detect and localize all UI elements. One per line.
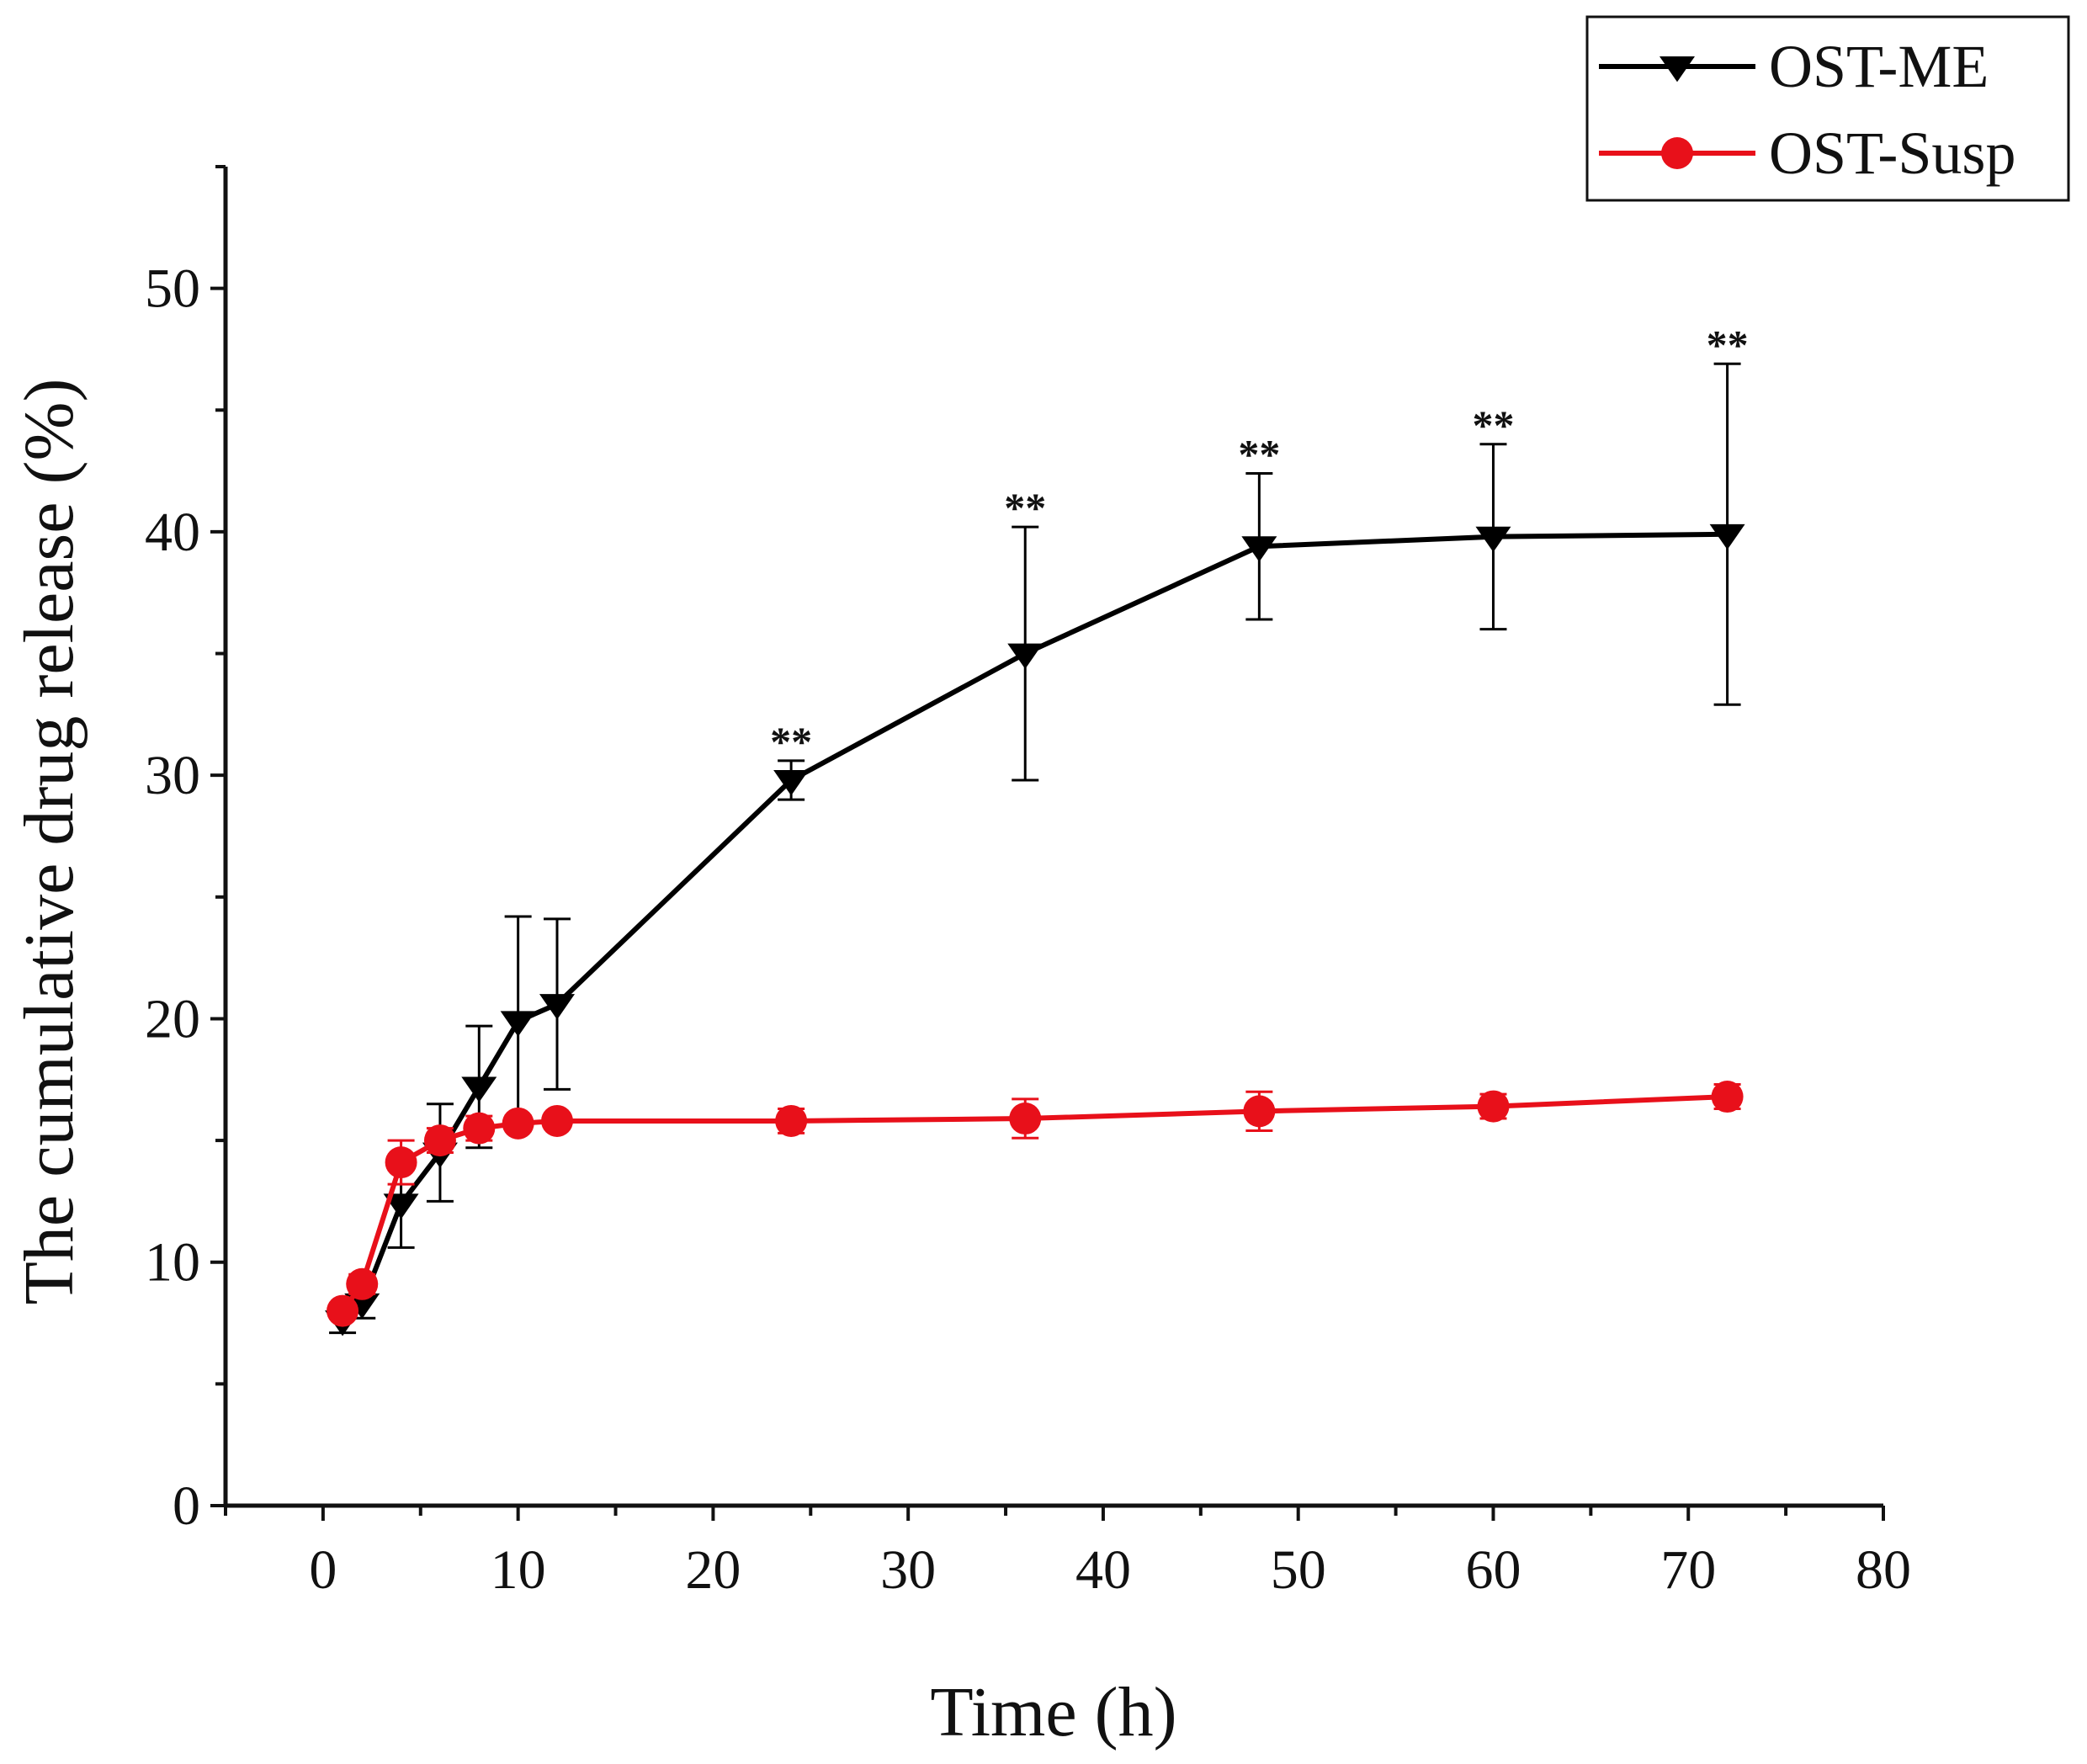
significance-label: **: [1004, 484, 1046, 531]
significance-label: **: [1707, 321, 1749, 368]
data-point: [1477, 1090, 1510, 1123]
x-tick-label: 80: [1856, 1539, 1911, 1601]
x-tick-label: 70: [1660, 1539, 1716, 1601]
data-point: [539, 994, 575, 1020]
data-point: [773, 769, 810, 796]
data-point: [541, 1104, 573, 1137]
y-axis-title: The cumulative drug release (%): [10, 379, 88, 1305]
data-point: [1711, 1081, 1744, 1113]
data-point: [775, 1104, 808, 1137]
y-tick-label: 20: [145, 988, 200, 1049]
y-tick-label: 50: [145, 258, 200, 320]
x-tick-label: 10: [491, 1539, 546, 1601]
y-tick-label: 30: [145, 745, 200, 806]
series-ost-susp: [327, 1081, 1744, 1327]
data-point: [463, 1112, 496, 1145]
legend-label-ost-susp: OST-Susp: [1769, 120, 2015, 187]
x-tick-label: 30: [880, 1539, 936, 1601]
x-tick-label: 40: [1075, 1539, 1131, 1601]
legend-marker-ost-susp: [1661, 137, 1693, 169]
series-ost-me: [325, 362, 1745, 1336]
data-point: [502, 1107, 534, 1140]
x-tick-label: 0: [309, 1539, 337, 1601]
axes: 0 10 20 30 40 50 60 70 80 0 10 20 30 40 50: [145, 165, 1911, 1601]
series-line: [340, 1094, 1728, 1313]
significance-label: **: [1472, 401, 1514, 449]
data-point: [385, 1146, 417, 1179]
y-tick-label: 0: [173, 1475, 200, 1537]
data-point: [1709, 523, 1745, 550]
legend-label-ost-me: OST-ME: [1769, 33, 1989, 100]
data-point: [327, 1294, 359, 1327]
data-point: [1243, 1095, 1276, 1128]
data-point: [500, 1011, 536, 1037]
data-point: [346, 1267, 379, 1300]
series-layer: [325, 362, 1745, 1336]
data-point: [383, 1193, 419, 1219]
legend: OST-ME OST-Susp: [1585, 15, 2070, 202]
data-point: [1241, 536, 1277, 562]
x-axis-title: Time (h): [930, 1673, 1176, 1751]
significance-label: **: [770, 718, 812, 765]
x-tick-label: 50: [1271, 1539, 1326, 1601]
x-tick-label: 20: [685, 1539, 741, 1601]
data-point: [423, 1124, 456, 1157]
data-point: [1475, 526, 1511, 553]
y-tick-label: 40: [145, 502, 200, 563]
legend-box: [1585, 15, 2070, 202]
annotation-layer: ** ** ** ** **: [770, 321, 1748, 765]
data-point: [461, 1076, 497, 1102]
significance-label: **: [1238, 430, 1280, 477]
data-point: [1007, 643, 1044, 669]
data-point: [1009, 1102, 1042, 1135]
y-tick-label: 10: [145, 1232, 200, 1294]
x-tick-label: 60: [1465, 1539, 1521, 1601]
series-line: [341, 531, 1728, 1323]
legend-marker-ost-me: [1660, 56, 1695, 82]
